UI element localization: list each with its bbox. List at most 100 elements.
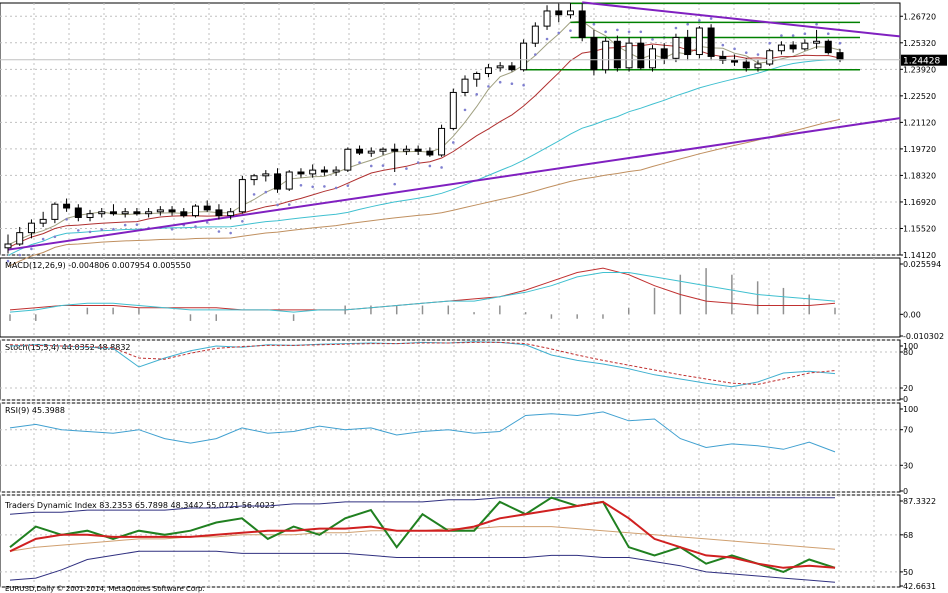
stoch-series-signal <box>9 341 836 385</box>
macd-series-main <box>9 272 836 313</box>
candle-bear <box>660 48 668 59</box>
candle-bull <box>402 148 410 152</box>
rsi-label: RSI(9) 45.3988 <box>5 406 65 415</box>
rsi-tick-label: 0 <box>903 487 908 496</box>
candle-bear <box>391 148 399 152</box>
psar-dot <box>709 17 713 20</box>
rsi-tick-label: 70 <box>903 426 913 435</box>
psar-dot <box>440 166 443 169</box>
candle-bull <box>649 48 657 69</box>
price-tick-label: 1.26720 <box>903 12 936 21</box>
psar-dot <box>205 221 209 224</box>
psar-dot <box>276 203 279 207</box>
psar-dot <box>416 161 420 164</box>
candle-bear <box>274 173 282 190</box>
candle-bull <box>344 148 352 171</box>
candle-bull <box>531 25 539 44</box>
candle-bear <box>356 148 364 154</box>
psar-dot <box>756 53 760 56</box>
psar-dot <box>41 237 45 241</box>
footer-copyright: EURUSD,Daily © 2001-2014, MetaQuotes Sof… <box>5 585 205 593</box>
psar-dot <box>287 203 291 206</box>
candles <box>4 3 844 254</box>
macd-tick-label: 0.00 <box>903 310 921 319</box>
psar-dot <box>826 32 830 35</box>
candle-bear <box>63 203 71 209</box>
drawn-lines[interactable] <box>7 1 901 251</box>
psar-dot <box>88 230 92 234</box>
tdi-tick-label: 50 <box>903 568 913 577</box>
stoch-tick-label: 0 <box>903 395 908 404</box>
candle-bear <box>707 27 715 57</box>
candle-bull <box>250 175 258 181</box>
stoch-tick-label: 20 <box>903 384 913 393</box>
stoch-label: Stoch(15,5,4) 44.0352 48.8832 <box>5 343 131 352</box>
psar-dot <box>112 227 115 231</box>
psar-dot <box>791 34 795 37</box>
candle-bull <box>16 232 24 245</box>
psar-dot <box>229 231 232 235</box>
psar-dot <box>123 223 127 227</box>
tdi-tick-label: 87.3322 <box>903 497 936 506</box>
psar-dot <box>463 108 467 112</box>
psar-dot <box>510 82 514 86</box>
psar-dot <box>369 164 373 168</box>
candle-bull <box>543 10 551 27</box>
psar-dot <box>534 53 537 56</box>
psar-dot <box>252 193 256 196</box>
candle-bull <box>484 67 492 74</box>
psar-dot <box>217 230 221 233</box>
macd-label: MACD(12,26,9) -0.004806 0.007954 0.00555… <box>5 261 191 270</box>
trendline-ascending <box>7 117 901 251</box>
psar-dot <box>405 167 408 170</box>
panel-frame-macd <box>0 257 901 338</box>
stoch-tick-label: 80 <box>903 348 913 357</box>
tdi-panel[interactable]: Traders Dynamic Index 83.2353 65.7898 48… <box>4 496 936 591</box>
psar-dot <box>323 185 326 188</box>
rsi-panel[interactable]: RSI(9) 45.3988 100 70 30 0 <box>5 405 918 496</box>
price-panel[interactable]: 1.26720 1.25320 1.23920 1.22520 1.21120 1.197… <box>0 0 947 268</box>
psar-dot <box>627 30 631 34</box>
candle-bull <box>801 42 809 50</box>
candle-bull <box>309 169 317 175</box>
candle-bull <box>379 148 387 152</box>
psar-dot <box>686 22 689 26</box>
candle-bull <box>145 211 153 215</box>
tdi-series-lower_band <box>9 550 836 583</box>
psar-dot <box>241 219 244 223</box>
psar-dot <box>100 228 104 231</box>
psar-dot <box>592 22 596 26</box>
psar-dot <box>30 247 33 251</box>
candle-bear <box>180 211 188 217</box>
candle-bull <box>4 243 12 249</box>
price-tick-label: 1.21120 <box>903 118 936 127</box>
stoch-tick-label: 100 <box>903 342 918 351</box>
candle-bull <box>777 44 785 52</box>
candle-bull <box>86 213 94 218</box>
price-tick-label: 1.22520 <box>903 92 936 101</box>
candle-bear <box>719 55 727 61</box>
tdi-series-upper_band <box>9 497 835 515</box>
candle-bull <box>98 211 106 215</box>
candle-bear <box>203 205 211 211</box>
candle-bear <box>824 40 832 54</box>
candle-bear <box>613 40 621 69</box>
candle-bull <box>438 127 446 156</box>
macd-tick-label: -0.010302 <box>903 332 944 341</box>
price-tick-label: 1.18320 <box>903 171 936 180</box>
candle-bear <box>742 61 750 69</box>
candle-bear <box>789 44 797 50</box>
candle-bull <box>51 203 59 220</box>
psar-dot <box>6 259 10 263</box>
candle-bull <box>625 42 633 69</box>
candle-bull <box>520 42 528 71</box>
candle-bull <box>754 63 762 69</box>
psar-dot <box>744 51 748 54</box>
candle-bull <box>766 50 774 65</box>
psar-dot <box>522 83 525 87</box>
tdi-axis: 87.3322 68 50 42.6631 <box>900 497 936 591</box>
psar-dot <box>381 164 385 167</box>
macd-panel[interactable]: MACD(12,26,9) -0.004806 0.007954 0.00555… <box>5 260 944 341</box>
